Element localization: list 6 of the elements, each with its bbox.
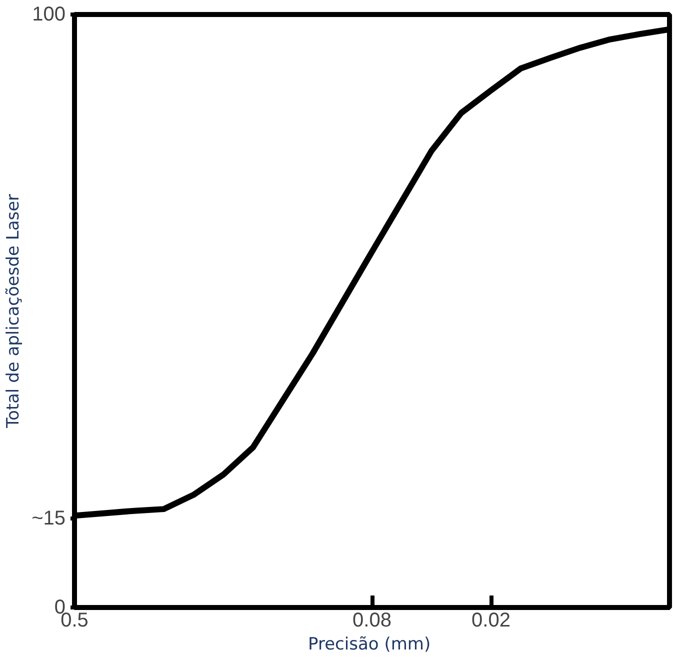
x-tick-label: 0.08 [352,610,392,632]
x-axis-title: Precisão (mm) [308,634,431,654]
x-tick-label: 0.02 [472,610,510,632]
y-tick-label: 100 [32,4,66,26]
y-tick-label: ~15 [32,508,66,530]
y-axis-title: Total de aplicaçõesde Laser [4,194,24,430]
